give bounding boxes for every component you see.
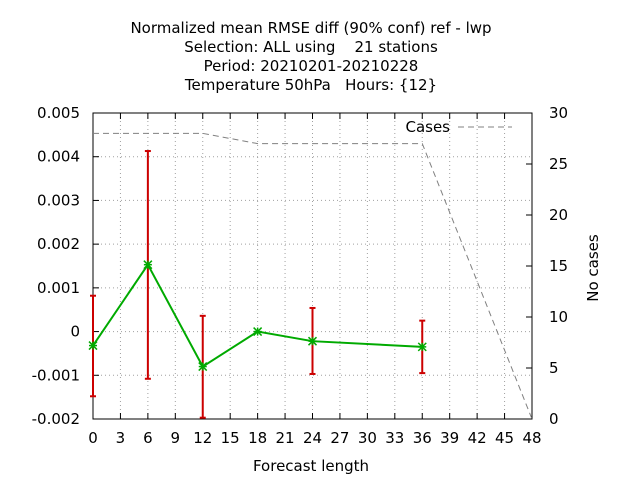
y-tick-label: 0 — [70, 323, 80, 341]
y-tick-label: 0.004 — [37, 148, 80, 166]
x-tick-label: 30 — [358, 429, 377, 447]
data-point — [143, 260, 153, 270]
x-tick-label: 12 — [193, 429, 212, 447]
title-line-1: Normalized mean RMSE diff (90% conf) ref… — [130, 19, 491, 37]
y2-tick-label: 15 — [549, 257, 568, 275]
x-tick-label: 21 — [276, 429, 295, 447]
x-tick-label: 18 — [248, 429, 267, 447]
x-tick-label: 9 — [171, 429, 181, 447]
x-tick-label: 48 — [522, 429, 541, 447]
x-tick-label: 45 — [495, 429, 514, 447]
x-tick-label: 3 — [116, 429, 126, 447]
title-line-2: Selection: ALL using 21 stations — [184, 38, 438, 56]
x-tick-label: 27 — [330, 429, 349, 447]
legend-label-cases: Cases — [405, 118, 450, 136]
x-tick-label: 24 — [303, 429, 322, 447]
x-tick-label: 0 — [88, 429, 98, 447]
x-tick-label: 42 — [468, 429, 487, 447]
data-point — [198, 362, 208, 372]
legend: Cases — [405, 118, 512, 136]
title-line-3: Period: 20210201-20210228 — [204, 57, 419, 75]
data-point — [88, 341, 98, 351]
cases-series — [93, 132, 533, 420]
x-tick-label: 33 — [385, 429, 404, 447]
y2-tick-label: 5 — [549, 359, 559, 377]
y2-tick-label: 10 — [549, 308, 568, 326]
x-axis-label: Forecast length — [253, 457, 369, 475]
y-tick-label: -0.001 — [32, 366, 80, 384]
y2-tick-label: 20 — [549, 206, 568, 224]
y-tick-label: 0.001 — [37, 279, 80, 297]
x-tick-label: 15 — [221, 429, 240, 447]
rmse-series — [88, 260, 427, 372]
x-tick-label: 36 — [413, 429, 432, 447]
y-tick-label: 0.005 — [37, 104, 80, 122]
x-axis: 0 3 6 9 12 15 18 21 24 27 30 33 36 39 42 45 48 — [88, 113, 542, 447]
grid — [93, 113, 532, 419]
y-tick-label: -0.002 — [32, 410, 80, 428]
x-tick-label: 6 — [143, 429, 153, 447]
y2-tick-label: 0 — [549, 410, 559, 428]
x-tick-label: 39 — [440, 429, 459, 447]
y2-tick-label: 30 — [549, 104, 568, 122]
data-point — [253, 327, 263, 337]
title-line-4: Temperature 50hPa Hours: {12} — [184, 76, 437, 94]
data-point — [417, 342, 427, 352]
y2-axis-label: No cases — [584, 234, 602, 302]
y2-tick-label: 25 — [549, 155, 568, 173]
data-point — [307, 336, 318, 346]
y-tick-label: 0.003 — [37, 191, 80, 209]
series-line — [92, 262, 423, 368]
y-axis-right: 0 5 10 15 20 25 30 — [526, 104, 568, 428]
cases-line — [93, 132, 533, 420]
y-tick-label: 0.002 — [37, 235, 80, 253]
chart-title: Normalized mean RMSE diff (90% conf) ref… — [130, 19, 491, 94]
y-axis-left: -0.002 -0.001 0 0.001 0.002 0.003 0.004 0.005 — [32, 104, 99, 428]
